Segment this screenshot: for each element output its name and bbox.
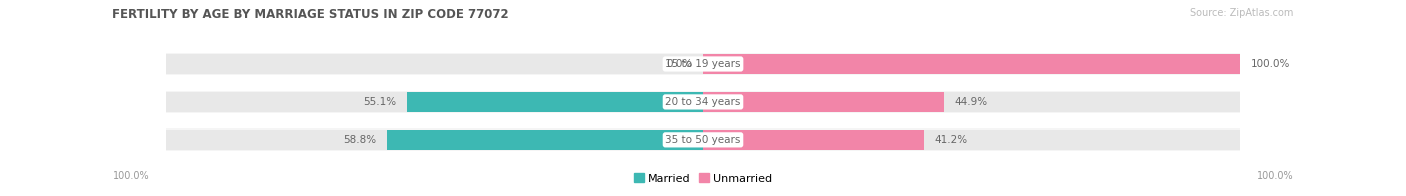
Bar (703, 54, 1240, 74)
Bar (703, 92, 943, 112)
Text: FERTILITY BY AGE BY MARRIAGE STATUS IN ZIP CODE 77072: FERTILITY BY AGE BY MARRIAGE STATUS IN Z… (112, 8, 509, 21)
Bar (166, 130, 1240, 150)
Text: 20 to 34 years: 20 to 34 years (665, 97, 741, 107)
Text: 41.2%: 41.2% (935, 135, 969, 145)
Bar (408, 92, 703, 112)
Text: 100.0%: 100.0% (1250, 59, 1289, 69)
Text: 100.0%: 100.0% (1257, 171, 1294, 181)
Bar (166, 91, 1240, 113)
Bar (166, 92, 1240, 112)
Text: 35 to 50 years: 35 to 50 years (665, 135, 741, 145)
Bar (166, 128, 1240, 151)
Text: Source: ZipAtlas.com: Source: ZipAtlas.com (1189, 8, 1294, 18)
Legend: Married, Unmarried: Married, Unmarried (630, 169, 776, 188)
Bar (387, 130, 703, 150)
Text: 44.9%: 44.9% (955, 97, 988, 107)
Bar (166, 54, 1240, 74)
Bar (703, 130, 924, 150)
Text: 15 to 19 years: 15 to 19 years (665, 59, 741, 69)
Text: 100.0%: 100.0% (112, 171, 149, 181)
Text: 58.8%: 58.8% (343, 135, 377, 145)
Text: 55.1%: 55.1% (363, 97, 396, 107)
Bar (166, 53, 1240, 75)
Text: 0.0%: 0.0% (666, 59, 692, 69)
